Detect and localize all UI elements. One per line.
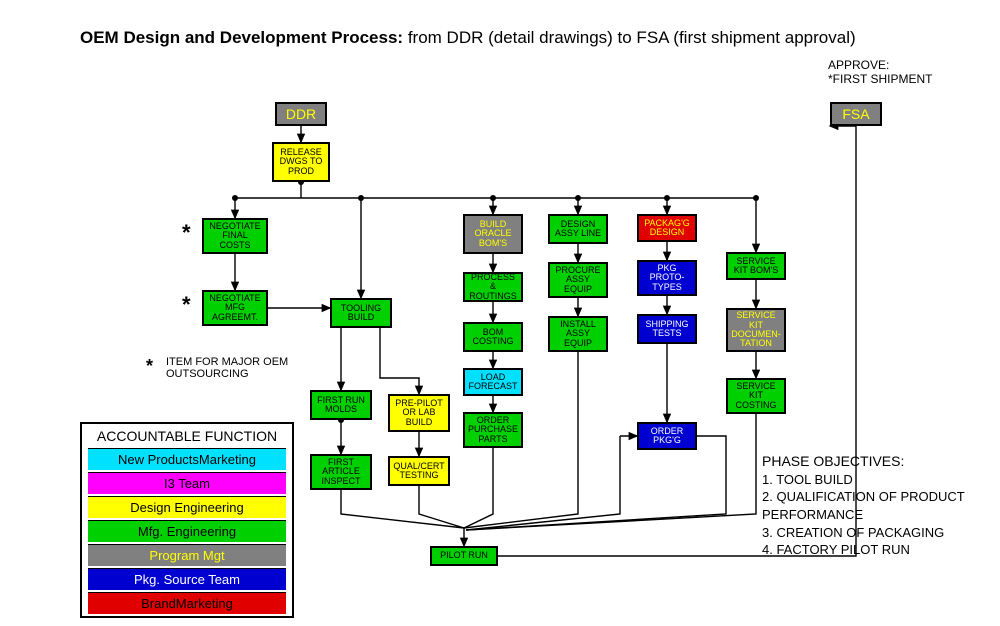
legend-row-3: Mfg. Engineering xyxy=(88,520,286,542)
junction-dot xyxy=(753,195,759,201)
node-svcdoc: SERVICE KIT DOCUMEN- TATION xyxy=(726,308,786,352)
node-svckit: SERVICE KIT BOM'S xyxy=(726,252,786,280)
legend-row-0: New ProductsMarketing xyxy=(88,448,286,470)
legend-row-4: Program Mgt xyxy=(88,544,286,566)
junction-dot xyxy=(232,195,238,201)
node-procure: PROCURE ASSY EQUIP xyxy=(548,262,608,298)
legend-row-6: BrandMarketing xyxy=(88,592,286,614)
legend-row-1: I3 Team xyxy=(88,472,286,494)
node-proc: PROCESS & ROUTINGS xyxy=(463,272,523,302)
node-design_al: DESIGN ASSY LINE xyxy=(548,214,608,244)
node-qualcert: QUAL/CERT TESTING xyxy=(388,456,450,486)
junction-dot xyxy=(664,195,670,201)
node-tool: TOOLING BUILD xyxy=(330,298,392,328)
node-bomcost: BOM COSTING xyxy=(463,322,523,352)
legend-row-5: Pkg. Source Team xyxy=(88,568,286,590)
edge-28 xyxy=(419,486,464,528)
junction-dot xyxy=(575,195,581,201)
node-pilot: PILOT RUN xyxy=(430,546,498,566)
node-inspect: FIRST ARTICLE INSPECT xyxy=(310,454,372,490)
edge-9 xyxy=(380,328,419,394)
junction-dot xyxy=(490,195,496,201)
node-neg_cost: NEGOTIATE FINAL COSTS xyxy=(202,218,268,254)
node-prepilot: PRE-PILOT OR LAB BUILD xyxy=(388,394,450,432)
node-install: INSTALL ASSY EQUIP xyxy=(548,316,608,352)
node-bom: BUILD ORACLE BOM'S xyxy=(463,214,523,254)
diagram-stage: { "title_bold": "OEM Design and Developm… xyxy=(0,0,1000,626)
node-ddr: DDR xyxy=(275,102,327,126)
node-pkgdes: PACKAG'G DESIGN xyxy=(637,214,697,242)
node-fsa: FSA xyxy=(830,102,882,126)
node-orderpkg: ORDER PKG'G xyxy=(637,422,697,450)
legend-title: ACCOUNTABLE FUNCTION xyxy=(82,424,292,448)
node-neg_mfg: NEGOTIATE MFG AGREEMT. xyxy=(202,290,268,326)
node-pkgproto: PKG PROTO- TYPES xyxy=(637,260,697,296)
node-release: RELEASE DWGS TO PROD xyxy=(272,142,330,182)
node-load: LOAD FORECAST xyxy=(463,368,523,396)
node-molds: FIRST RUN MOLDS xyxy=(310,390,372,420)
node-order: ORDER PURCHASE PARTS xyxy=(463,412,523,448)
legend-row-2: Design Engineering xyxy=(88,496,286,518)
junction-dot xyxy=(358,195,364,201)
node-svccost: SERVICE KIT COSTING xyxy=(726,378,786,414)
node-ship: SHIPPING TESTS xyxy=(637,314,697,344)
edge-29 xyxy=(464,448,493,528)
legend: ACCOUNTABLE FUNCTION New ProductsMarketi… xyxy=(80,422,294,618)
